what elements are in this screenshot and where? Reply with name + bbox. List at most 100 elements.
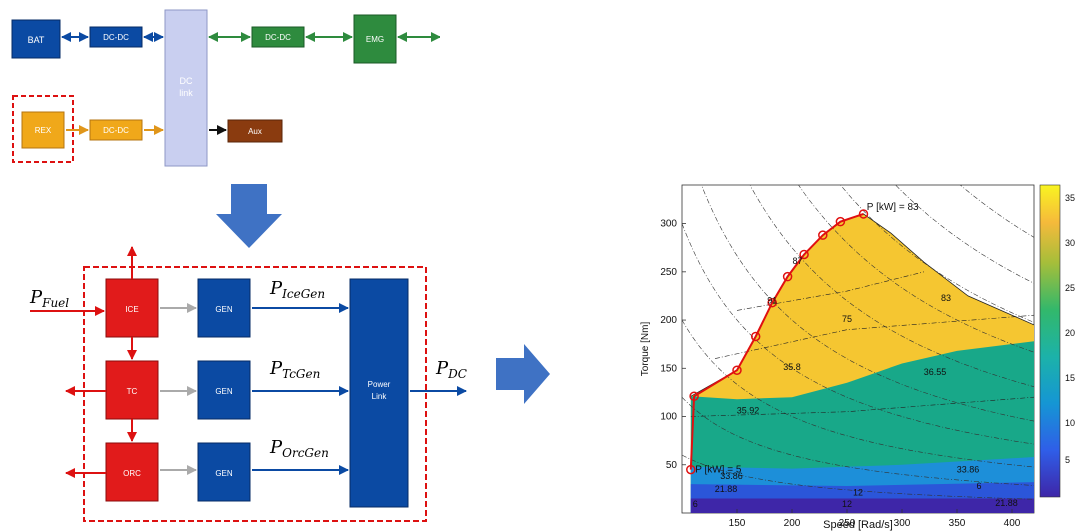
operating-point [750, 331, 761, 342]
gen-orc-block [197, 442, 251, 502]
operating-point [782, 271, 793, 282]
operating-point [799, 249, 809, 260]
power-contour-line [749, 185, 1034, 387]
y-tick-label: 250 [660, 267, 677, 278]
x-tick-label: 350 [949, 518, 966, 529]
bottom-powertrain-diagram: PFuel ICE TC ORC GEN GEN GEN PIceGen PTc… [29, 246, 467, 522]
right-arrow-icon [496, 344, 550, 404]
colorbar-tick-label: 30 [1065, 238, 1075, 248]
dcdc-bat-label: DC-DC [103, 33, 129, 42]
gen-ice-block [197, 278, 251, 338]
colorbar-tick-label: 5 [1065, 455, 1070, 465]
colorbar [1039, 184, 1061, 498]
contour-label: 33.86 [720, 471, 743, 481]
x-tick-label: 200 [784, 518, 801, 529]
colorbar-tick-label: 25 [1065, 283, 1075, 293]
system-dashed-frame [83, 266, 427, 522]
gen-tc-block [197, 360, 251, 420]
rex-block [21, 111, 65, 149]
emg-label: EMG [366, 35, 384, 44]
y-tick-label: 150 [660, 363, 677, 374]
dc-link-label-2: link [179, 88, 193, 98]
power-link-block [349, 278, 409, 508]
contour-label: 35.92 [737, 406, 760, 416]
contour-label: 12 [853, 488, 863, 498]
region-lowest-efficiency [690, 498, 1034, 513]
contour-label: 91 [767, 296, 777, 306]
contour-label: 33.86 [957, 464, 980, 474]
contour-label: 87 [792, 256, 802, 266]
y-tick-label: 200 [660, 315, 677, 326]
operating-point [835, 216, 846, 227]
contour-label: 75 [842, 314, 852, 324]
power-contour-line [682, 454, 1034, 500]
dc-link-label-1: DC [180, 76, 193, 86]
p-tcgen-label: PTcGen [269, 358, 320, 381]
dcdc-bat-block [89, 26, 143, 48]
aux-block [227, 119, 283, 143]
emg-block [353, 14, 397, 64]
gen-orc-label: GEN [215, 469, 233, 478]
ice-label: ICE [125, 305, 138, 314]
dcdc-emg-label: DC-DC [265, 33, 291, 42]
power-contour-line [840, 185, 1034, 323]
operating-line [689, 212, 864, 470]
power-contour-line [959, 185, 1034, 238]
y-tick-label: 50 [666, 460, 678, 471]
power-contour-line [895, 185, 1034, 284]
contour-label: 6 [693, 499, 698, 509]
operating-point [732, 365, 742, 375]
operating-point [689, 391, 699, 402]
x-axis-label: Speed [Rad/s] [823, 519, 893, 531]
x-tick-label: 250 [839, 518, 856, 529]
power-contour-line [682, 396, 1034, 486]
aux-label: Aux [248, 127, 262, 136]
colorbar-tick-label: 15 [1065, 373, 1075, 383]
x-tick-label: 150 [729, 518, 746, 529]
x-tick-label: 300 [894, 518, 911, 529]
annotation-pmax: P [kW] = 83 [867, 202, 919, 213]
contour-label: 6 [976, 481, 981, 491]
power-link-label-2: Link [372, 392, 388, 401]
top-architecture-diagram: BAT DC-DC DC link DC-DC EMG REX DC-DC Au… [11, 9, 440, 167]
tc-label: TC [127, 387, 138, 396]
p-orcgen-label: POrcGen [269, 437, 329, 460]
y-axis-label: Torque [Nm] [640, 322, 651, 377]
contour-label: 35.8 [783, 362, 801, 372]
contour-label: 21.88 [715, 484, 738, 494]
annotation-pmin: P [kW] = 5 [695, 464, 742, 475]
y-tick-label: 100 [660, 412, 677, 423]
colorbar-tick-label: 10 [1065, 418, 1075, 428]
operating-point [686, 464, 696, 475]
colorbar-tick-label: 35 [1065, 193, 1075, 203]
rex-label: REX [35, 126, 52, 135]
p-dc-label: PDC [435, 358, 467, 381]
efficiency-contour-line [714, 314, 1034, 359]
operating-point [858, 209, 869, 219]
operating-point [818, 230, 828, 240]
p-fuel-label: PFuel [29, 287, 69, 310]
contour-label: 21.88 [995, 498, 1018, 508]
efficiency-contour-line [736, 271, 925, 311]
gen-tc-label: GEN [215, 387, 233, 396]
x-tick-label: 400 [1004, 518, 1021, 529]
power-contour-line [701, 185, 1034, 422]
operating-point [767, 297, 777, 308]
gen-ice-label: GEN [215, 305, 233, 314]
contour-label: 36.55 [924, 367, 947, 377]
y-tick-label: 300 [660, 219, 677, 230]
dc-link-block [164, 9, 208, 167]
dcdc-emg-block [251, 26, 305, 48]
contour-label: 83 [941, 293, 951, 303]
torque-speed-contour-chart: 6 12 21.88 21.88 12 6 33.86 33.86 35.92 36.55 35.8… [640, 184, 1075, 531]
p-icegen-label: PIceGen [269, 278, 325, 301]
efficiency-contour-line [690, 396, 1034, 417]
bat-block [11, 19, 61, 59]
contour-label: 12 [842, 499, 852, 509]
dcdc-rex-block [89, 119, 143, 141]
colorbar-tick-label: 20 [1065, 328, 1075, 338]
power-contour-line [682, 223, 1034, 445]
dcdc-rex-label: DC-DC [103, 126, 129, 135]
power-link-label-1: Power [368, 380, 391, 389]
power-contour-line [798, 185, 1034, 353]
